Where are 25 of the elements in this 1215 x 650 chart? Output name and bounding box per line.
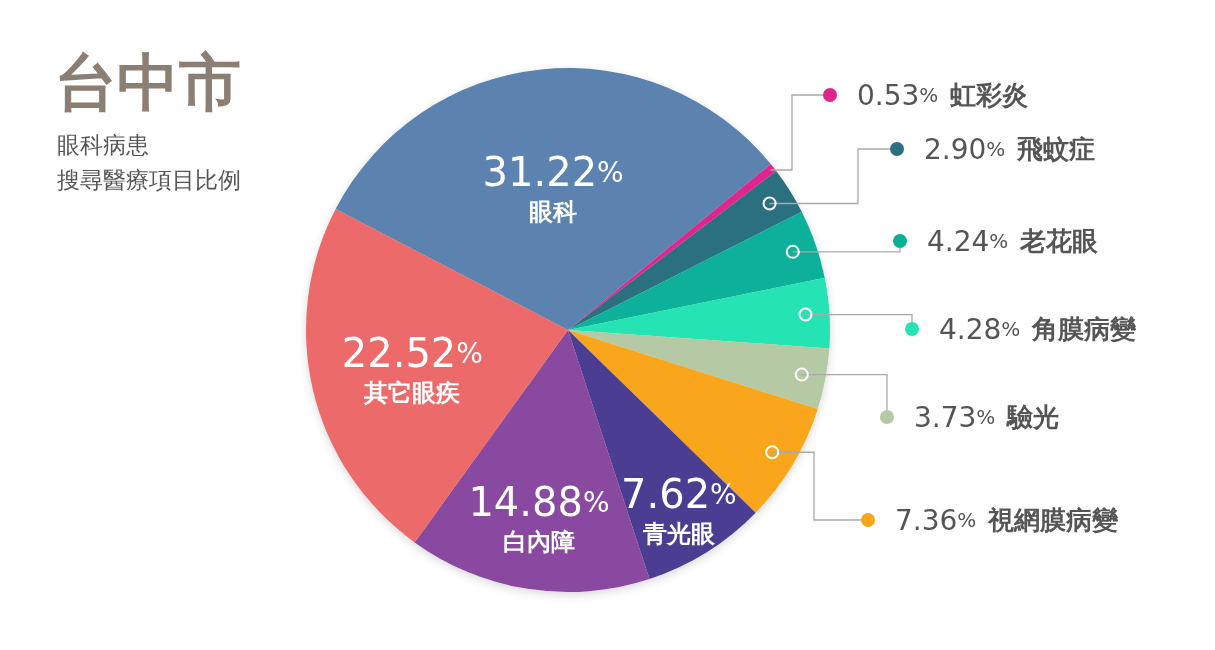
slice-label: 老花眼 [1019,226,1099,256]
slice-label: 視網膜病變 [987,505,1120,535]
data-label: 2.90% [924,132,1006,166]
data-label: 14.88% [468,479,610,526]
pie-slice [335,68,771,330]
text: 眼科病患搜尋醫療項目比例 [57,132,241,193]
data-label: 4.28% [939,312,1021,346]
slice-label: 其它眼疾 [363,378,461,407]
slice-label: 眼科 [529,198,578,227]
data-label: 31.22% [482,149,624,196]
data-label: 22.52% [341,329,483,376]
slice-label: 青光眼 [641,519,716,548]
slice-label: 角膜病變 [1031,314,1138,344]
data-label: 4.24% [927,224,1009,258]
pie-slice [568,330,830,410]
slice-label: 驗光 [1006,402,1060,432]
slice-label: 虹彩炎 [949,80,1029,110]
data-label: 7.62% [621,470,737,517]
data-label: 3.73% [914,400,996,434]
data-label: 0.53% [857,78,939,112]
chart-title: 台中市 [55,46,241,119]
pie-slice [568,277,830,349]
slice-label: 飛蚊症 [1016,134,1096,164]
slice-label: 白內障 [503,528,575,557]
data-label: 7.36% [895,503,977,537]
